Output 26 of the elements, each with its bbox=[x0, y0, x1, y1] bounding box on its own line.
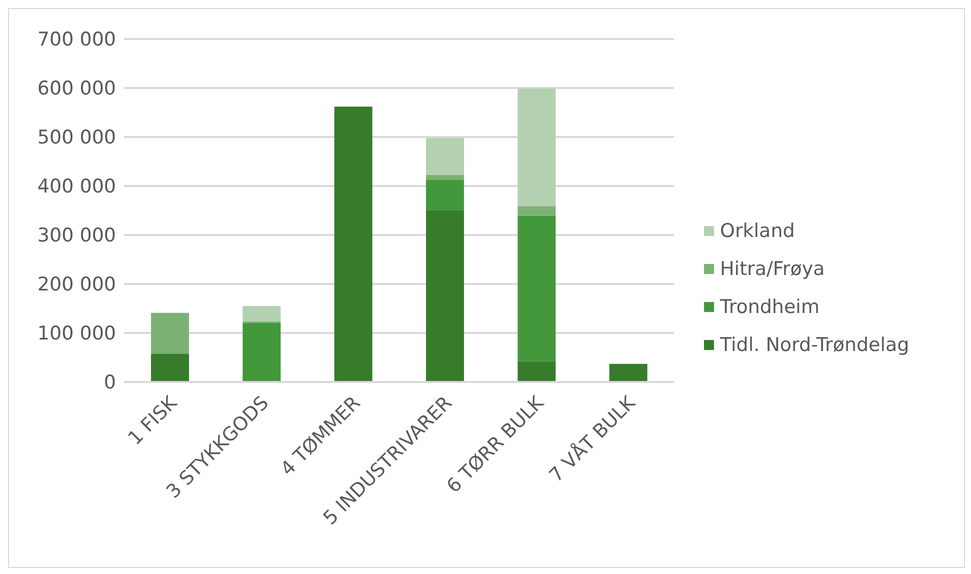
bar bbox=[334, 106, 372, 382]
bar bbox=[518, 216, 556, 362]
y-tick-label: 500 000 bbox=[37, 126, 116, 149]
bar bbox=[242, 306, 281, 322]
y-tick-label: 700 000 bbox=[37, 28, 116, 51]
legend-label: Tidl. Nord-Trøndelag bbox=[720, 334, 910, 356]
bar bbox=[426, 210, 464, 382]
bar bbox=[518, 361, 556, 382]
bar bbox=[518, 206, 556, 216]
bar bbox=[242, 322, 281, 382]
legend-label: Orkland bbox=[720, 220, 795, 242]
bar bbox=[609, 364, 648, 382]
y-tick-label: 300 000 bbox=[37, 224, 116, 247]
bar bbox=[426, 138, 464, 175]
bar bbox=[426, 174, 464, 180]
y-tick-label: 600 000 bbox=[37, 78, 116, 100]
y-tick-label: 0 bbox=[104, 372, 116, 394]
y-tick-label: 400 000 bbox=[37, 176, 116, 198]
bar bbox=[151, 354, 189, 382]
bar bbox=[518, 88, 556, 206]
legend-label: Hitra/Frøya bbox=[720, 258, 825, 280]
y-tick-label: 200 000 bbox=[37, 274, 116, 296]
bar bbox=[151, 312, 189, 354]
bar bbox=[426, 180, 464, 210]
y-tick-label: 100 000 bbox=[37, 322, 116, 345]
legend-label: Trondheim bbox=[720, 296, 820, 318]
